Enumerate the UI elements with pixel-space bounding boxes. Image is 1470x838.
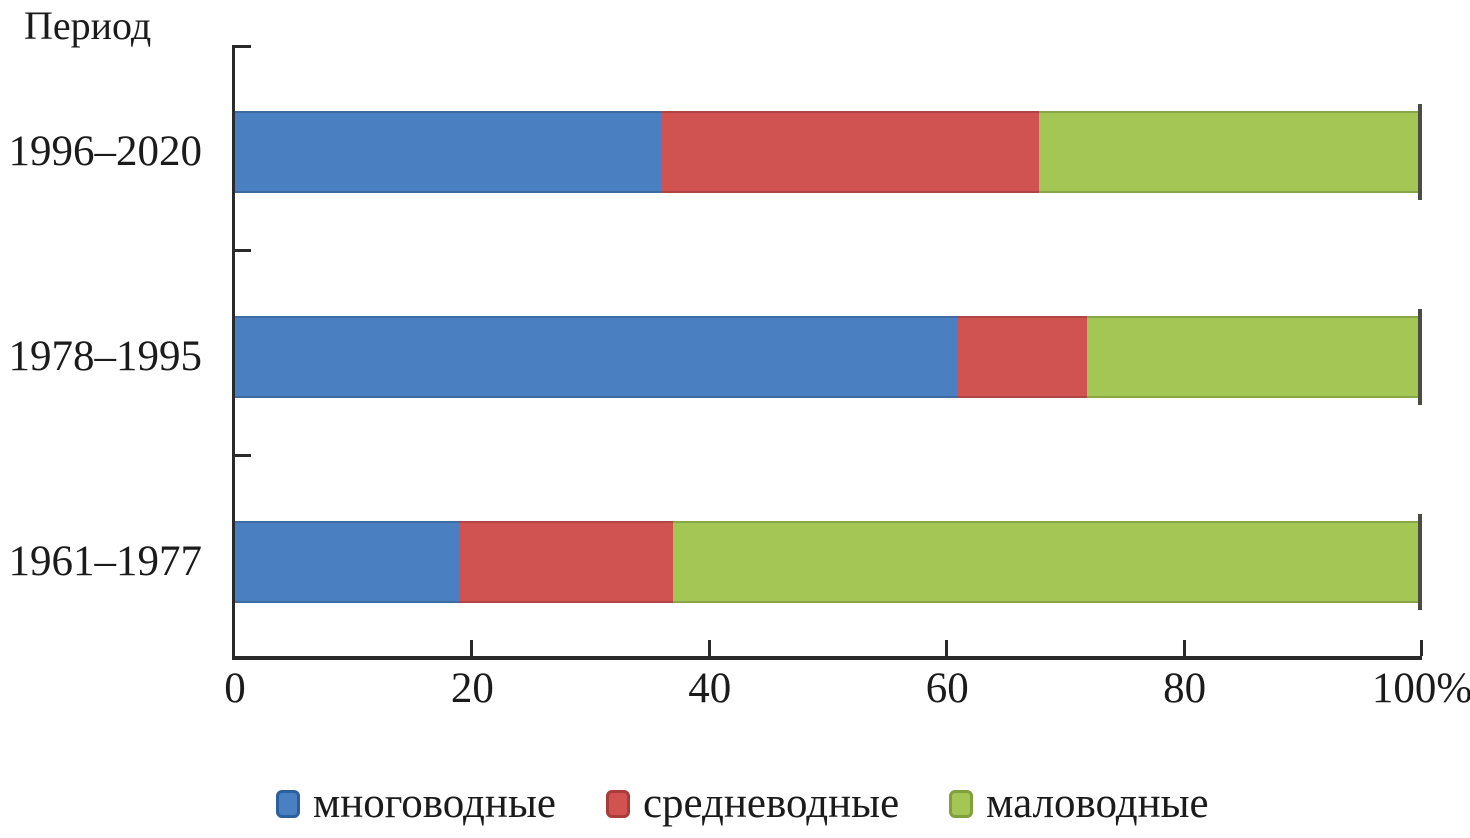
y-axis-title: Период	[24, 3, 152, 48]
x-axis-tick	[945, 640, 949, 656]
x-axis-tick-label: 20	[450, 665, 494, 712]
legend-swatch-icon	[605, 789, 630, 818]
x-axis-tick	[1182, 640, 1186, 656]
bar-segment-средневодные	[660, 111, 1040, 193]
legend-swatch-icon	[949, 789, 974, 818]
x-axis-tick	[707, 640, 711, 656]
legend-swatch-icon	[276, 789, 300, 818]
x-axis-tick-label: 100%	[1371, 665, 1470, 712]
bar-segment-средневодные	[956, 316, 1087, 398]
stacked-bar-row	[235, 514, 1422, 610]
y-axis-tick	[235, 45, 251, 48]
bar-segment-многоводные	[235, 521, 460, 603]
stacked-bar-row	[235, 104, 1422, 200]
bar-segment-многоводные	[235, 111, 661, 193]
bar-segment-маловодные	[672, 521, 1418, 603]
legend-item: средневодные	[605, 780, 900, 827]
x-axis-tick	[470, 640, 474, 656]
bar-segment-маловодные	[1086, 316, 1418, 398]
category-label: 1996–2020	[8, 128, 203, 175]
y-axis-tick	[235, 249, 251, 252]
x-axis-tick-label: 60	[925, 665, 969, 712]
x-axis-tick	[1420, 640, 1423, 656]
legend-label: средневодные	[642, 780, 900, 827]
bar-end-line	[1418, 514, 1422, 610]
bar-end-line	[1418, 104, 1422, 200]
x-axis-tick-label: 0	[224, 665, 246, 712]
bar-segment-средневодные	[459, 521, 673, 603]
legend-label: маловодные	[986, 780, 1209, 827]
x-axis-tick-label: 80	[1163, 665, 1207, 712]
legend-item: маловодные	[949, 780, 1209, 827]
bar-segment-многоводные	[235, 316, 957, 398]
x-axis-tick-label: 40	[688, 665, 732, 712]
bar-end-line	[1418, 309, 1422, 405]
legend-item: многоводные	[276, 782, 556, 825]
plot-area	[232, 45, 1423, 660]
legend-label: многоводные	[313, 780, 556, 827]
legend: многоводные средневодные маловодные	[276, 782, 1209, 825]
y-axis-tick	[235, 454, 251, 457]
stacked-bar-row	[235, 309, 1422, 405]
bar-segment-маловодные	[1039, 111, 1418, 193]
category-label: 1961–1977	[8, 538, 203, 585]
category-label: 1978–1995	[8, 333, 203, 380]
